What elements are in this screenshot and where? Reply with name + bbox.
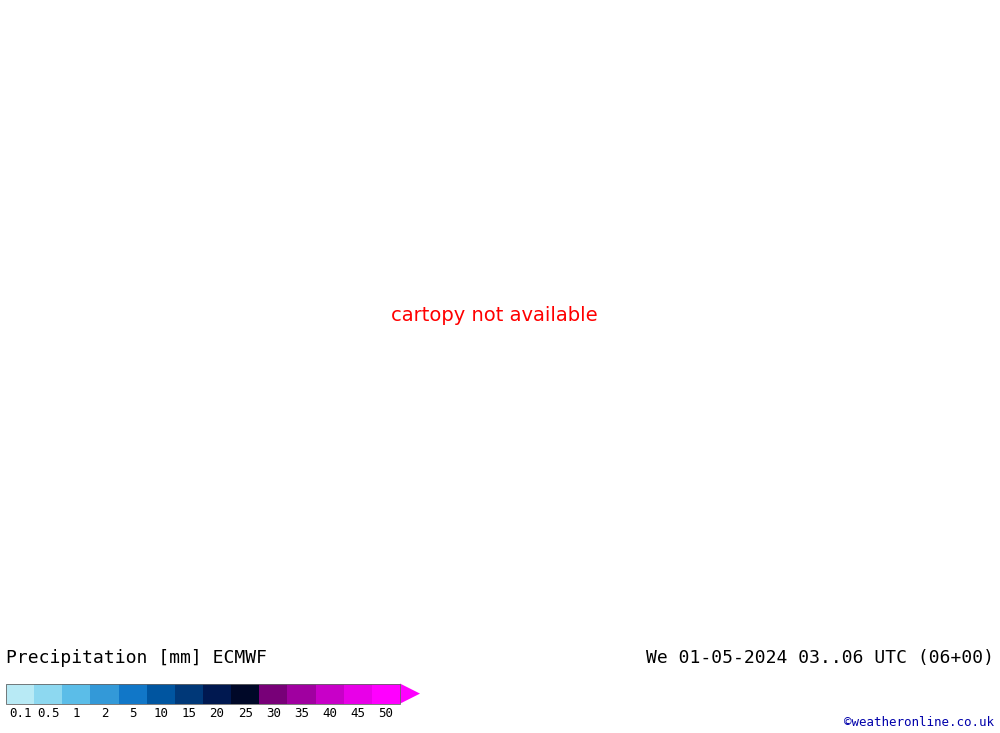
Text: 45: 45 [350, 707, 365, 721]
Bar [259, 683, 287, 704]
Text: 0.1: 0.1 [9, 707, 31, 721]
Text: Precipitation [mm] ECMWF: Precipitation [mm] ECMWF [6, 649, 267, 667]
Bar [287, 683, 316, 704]
Bar [34, 683, 62, 704]
Text: 5: 5 [129, 707, 136, 721]
Bar [62, 683, 90, 704]
Bar [344, 683, 372, 704]
Bar [6, 683, 400, 704]
Text: 35: 35 [294, 707, 309, 721]
Text: 0.5: 0.5 [37, 707, 59, 721]
Text: cartopy not available: cartopy not available [391, 306, 598, 325]
Bar [147, 683, 175, 704]
Text: 10: 10 [153, 707, 168, 721]
Text: 20: 20 [210, 707, 225, 721]
Text: 50: 50 [378, 707, 393, 721]
Text: 25: 25 [238, 707, 253, 721]
Bar [119, 683, 147, 704]
Text: 1: 1 [73, 707, 80, 721]
Bar [90, 683, 119, 704]
Bar [231, 683, 259, 704]
Bar [175, 683, 203, 704]
Polygon shape [400, 683, 420, 704]
Bar [6, 683, 34, 704]
Text: ©weatheronline.co.uk: ©weatheronline.co.uk [844, 716, 994, 729]
Text: 2: 2 [101, 707, 108, 721]
Bar [316, 683, 344, 704]
Text: 30: 30 [266, 707, 281, 721]
Text: 15: 15 [181, 707, 196, 721]
Bar [203, 683, 231, 704]
Bar [372, 683, 400, 704]
Text: 40: 40 [322, 707, 337, 721]
Text: We 01-05-2024 03..06 UTC (06+00): We 01-05-2024 03..06 UTC (06+00) [646, 649, 994, 667]
